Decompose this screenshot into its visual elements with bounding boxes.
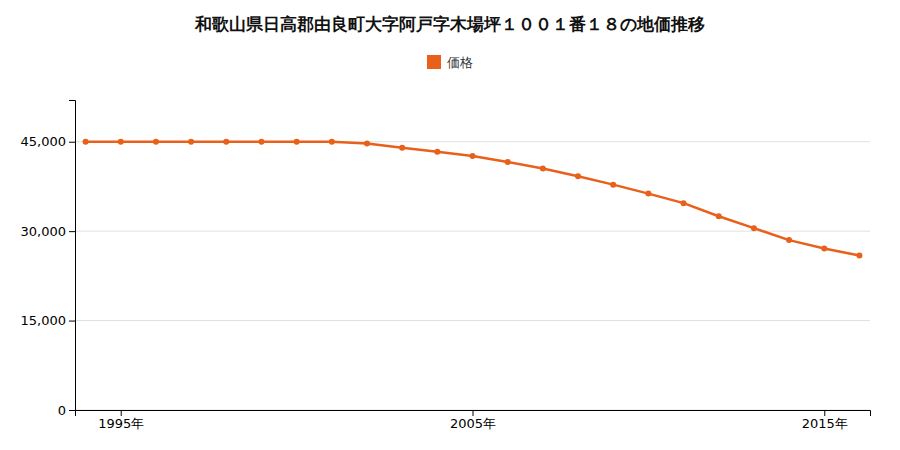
grid-line: [75, 231, 870, 232]
point: [470, 153, 476, 159]
point: [821, 245, 827, 251]
point: [575, 173, 581, 179]
title: 和歌山県日高郡由良町大字阿戸字木場坪１００１番１８の地価推移: [194, 14, 705, 34]
y-tick-mark: [69, 231, 75, 232]
point: [294, 139, 300, 145]
point: [505, 159, 511, 165]
grid-line: [75, 320, 870, 321]
x-axis-line: [76, 411, 871, 417]
y-tick-label: 0: [58, 403, 66, 418]
y-tick-label: 30,000: [21, 224, 67, 239]
y-tick-mark: [69, 321, 75, 322]
data-layer: [83, 139, 863, 259]
point: [681, 200, 687, 206]
point: [856, 253, 862, 259]
y-axis-line: [69, 101, 76, 411]
y-tick-label: 45,000: [21, 134, 67, 149]
point: [258, 139, 264, 145]
grid: [75, 142, 870, 410]
legend-label: 価格: [447, 55, 473, 70]
plot-area: 1995年 2005年 2015年 0 15,000 30,000 45,000: [21, 101, 871, 432]
chart: 1995年 2005年 2015年 0 15,000 30,000 45,000 和歌山県日高…: [0, 0, 900, 450]
point: [716, 213, 722, 219]
x-tick-label: 2015年: [802, 416, 848, 431]
line: [86, 142, 860, 256]
legend-item: 価格: [427, 55, 473, 70]
point: [751, 225, 757, 231]
y-tick: 15,000: [21, 313, 76, 328]
x-axis: 1995年 2005年 2015年: [76, 410, 871, 431]
point: [118, 139, 124, 145]
y-tick-mark: [69, 142, 75, 143]
y-tick-mark: [69, 410, 75, 411]
y-axis: 0 15,000 30,000 45,000: [21, 101, 76, 418]
x-tick: 1995年: [98, 410, 144, 431]
point: [610, 182, 616, 188]
point: [540, 166, 546, 172]
point: [399, 145, 405, 151]
x-tick-mark: [473, 410, 474, 416]
y-tick: 45,000: [21, 134, 76, 149]
point: [188, 139, 194, 145]
y-tick-label: 15,000: [21, 313, 67, 328]
x-tick: 2015年: [802, 410, 848, 431]
y-tick: 0: [58, 403, 75, 418]
point: [645, 191, 651, 197]
point: [83, 139, 89, 145]
point: [364, 141, 370, 147]
x-tick-label: 2005年: [450, 416, 496, 431]
x-tick-mark: [824, 410, 825, 416]
x-tick: 2005年: [450, 410, 496, 431]
y-tick: 30,000: [21, 224, 76, 239]
x-tick-label: 1995年: [98, 416, 144, 431]
legend-swatch: [427, 55, 441, 69]
point: [786, 237, 792, 243]
point: [434, 149, 440, 155]
point: [223, 139, 229, 145]
legend: 価格: [427, 55, 473, 70]
point: [153, 139, 159, 145]
x-tick-mark: [121, 410, 122, 416]
point: [329, 139, 335, 145]
